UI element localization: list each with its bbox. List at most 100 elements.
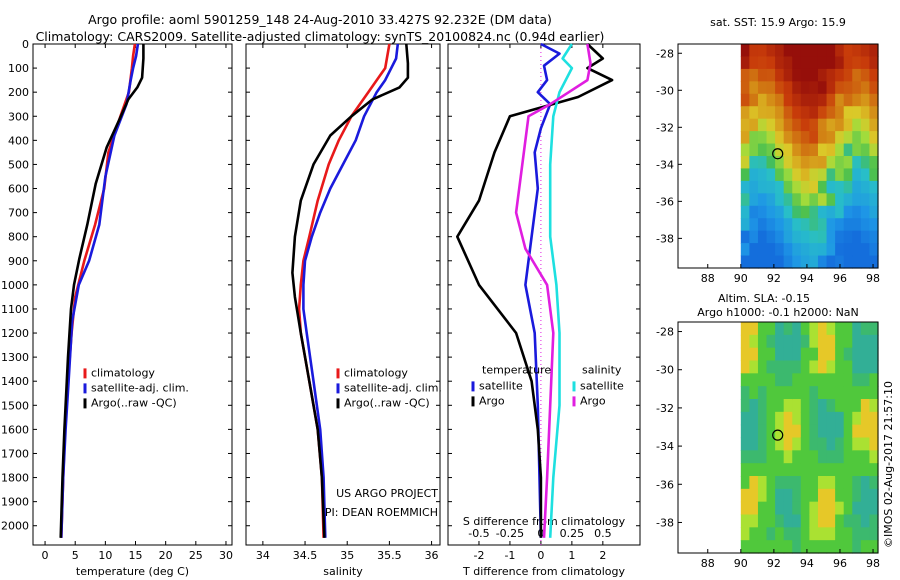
sla-map-cell xyxy=(766,411,776,426)
sla-map-cell xyxy=(817,347,828,362)
sla-map-cell xyxy=(757,424,768,439)
sla-map-cell xyxy=(809,386,819,400)
temperature-xtick-label: 0 xyxy=(42,549,49,562)
sst-map-cell xyxy=(852,81,862,95)
sla-map-cell xyxy=(860,476,871,490)
sst-map-cell xyxy=(783,143,793,157)
sst-map-cell xyxy=(869,230,879,244)
sla-map-cell xyxy=(783,540,793,554)
differences-series-t-argo xyxy=(455,43,614,538)
sla-map-cell xyxy=(817,437,828,451)
sst-map-cell xyxy=(852,44,862,58)
sla-map-cell xyxy=(775,463,785,477)
sst-map-cell xyxy=(766,255,776,269)
sla-map-ytick-label: -30 xyxy=(656,364,674,377)
sst-map-cell xyxy=(740,156,750,170)
sla-map-cell xyxy=(860,334,871,349)
sst-map-cell xyxy=(826,143,836,157)
sst-map-cell xyxy=(792,81,802,95)
sla-map-cell xyxy=(809,399,819,413)
sst-map-cell xyxy=(792,193,802,207)
sst-map-cell xyxy=(809,93,819,107)
sst-map-cell xyxy=(749,131,759,145)
depth-tick-label: 1200 xyxy=(1,327,29,340)
sla-map-cell xyxy=(757,488,768,503)
sst-map-cell xyxy=(809,218,819,232)
sla-map-cell xyxy=(800,347,810,362)
sst-map-cell xyxy=(809,230,819,244)
sst-map-cell xyxy=(869,106,879,120)
sla-map-cell xyxy=(775,450,785,464)
sst-map-cell xyxy=(800,180,810,194)
sst-map-cell xyxy=(775,193,785,207)
sla-map-cell xyxy=(766,540,776,554)
sla-map-cell xyxy=(783,424,793,439)
sst-map-cell xyxy=(843,44,853,58)
temperature-xtick-label: 30 xyxy=(219,549,233,562)
sst-map-cell xyxy=(852,193,862,207)
sla-map-cell xyxy=(826,373,836,387)
sla-map-cell xyxy=(766,488,776,503)
sla-map-float-marker xyxy=(772,429,784,441)
sla-map-cell xyxy=(800,386,810,400)
sla-map-cell xyxy=(757,463,768,477)
depth-tick-label: 600 xyxy=(8,183,29,196)
sla-map-cell xyxy=(757,322,768,336)
sla-map-cell xyxy=(852,334,862,349)
sla-map-cell xyxy=(757,399,768,413)
sla-map-cell xyxy=(852,514,862,528)
sla-map-cell xyxy=(740,347,750,362)
sst-map-cell xyxy=(817,68,828,82)
sla-map-cell xyxy=(740,399,750,413)
sst-map-cell xyxy=(749,168,759,182)
sla-map-cell xyxy=(749,347,759,362)
sst-map-cell xyxy=(757,230,768,244)
sst-map-cell xyxy=(869,93,879,107)
sst-map-cell xyxy=(869,193,879,207)
sst-map-cell xyxy=(843,93,853,107)
sst-map-cell xyxy=(826,131,836,145)
sla-map-cell xyxy=(775,334,785,349)
sla-map-cell xyxy=(843,373,853,387)
sla-map-cell xyxy=(843,540,853,554)
sla-map-cell xyxy=(783,347,793,362)
temperature-legend-label: satellite-adj. clim. xyxy=(91,381,189,394)
sla-map-cell xyxy=(860,437,871,451)
sst-map-cell xyxy=(766,230,776,244)
sla-map-cell xyxy=(860,411,871,426)
sla-map-cell xyxy=(792,322,802,336)
sst-map-cell xyxy=(843,81,853,95)
sst-map-cell xyxy=(826,205,836,219)
sla-map-cell xyxy=(783,527,793,541)
differences-top-tick-label: -0.25 xyxy=(496,527,524,540)
sla-map-cell xyxy=(740,514,750,528)
differences-xtick-label: 0 xyxy=(537,549,544,562)
sst-map-cell xyxy=(792,56,802,70)
sla-map-cell xyxy=(835,424,845,439)
sla-map-cell xyxy=(860,399,871,413)
sla-map-cell xyxy=(817,488,828,503)
sla-map-cell xyxy=(792,514,802,528)
sst-map-cell xyxy=(817,168,828,182)
sla-map-cell xyxy=(792,360,802,374)
sst-map-cell xyxy=(792,118,802,132)
sst-map-cell xyxy=(775,230,785,244)
sla-map-cell xyxy=(792,411,802,426)
temperature-xtick-label: 10 xyxy=(98,549,112,562)
sst-map-cell xyxy=(775,81,785,95)
sla-map-cell xyxy=(800,514,810,528)
sla-map-cell xyxy=(749,411,759,426)
sst-map-cell xyxy=(800,255,810,269)
sla-map-border xyxy=(677,321,879,554)
sst-map-cell xyxy=(835,230,845,244)
depth-tick-label: 1700 xyxy=(1,447,29,460)
sla-map-cell xyxy=(792,399,802,413)
sst-map-cell xyxy=(757,205,768,219)
sla-map-cell xyxy=(835,488,845,503)
differences-legend-title: temperature xyxy=(482,363,551,376)
sla-map-cell xyxy=(809,540,819,554)
sst-map-cell xyxy=(809,68,819,82)
sla-map-cell xyxy=(843,437,853,451)
sla-map-cell xyxy=(757,360,768,374)
sla-map-cell xyxy=(860,347,871,362)
